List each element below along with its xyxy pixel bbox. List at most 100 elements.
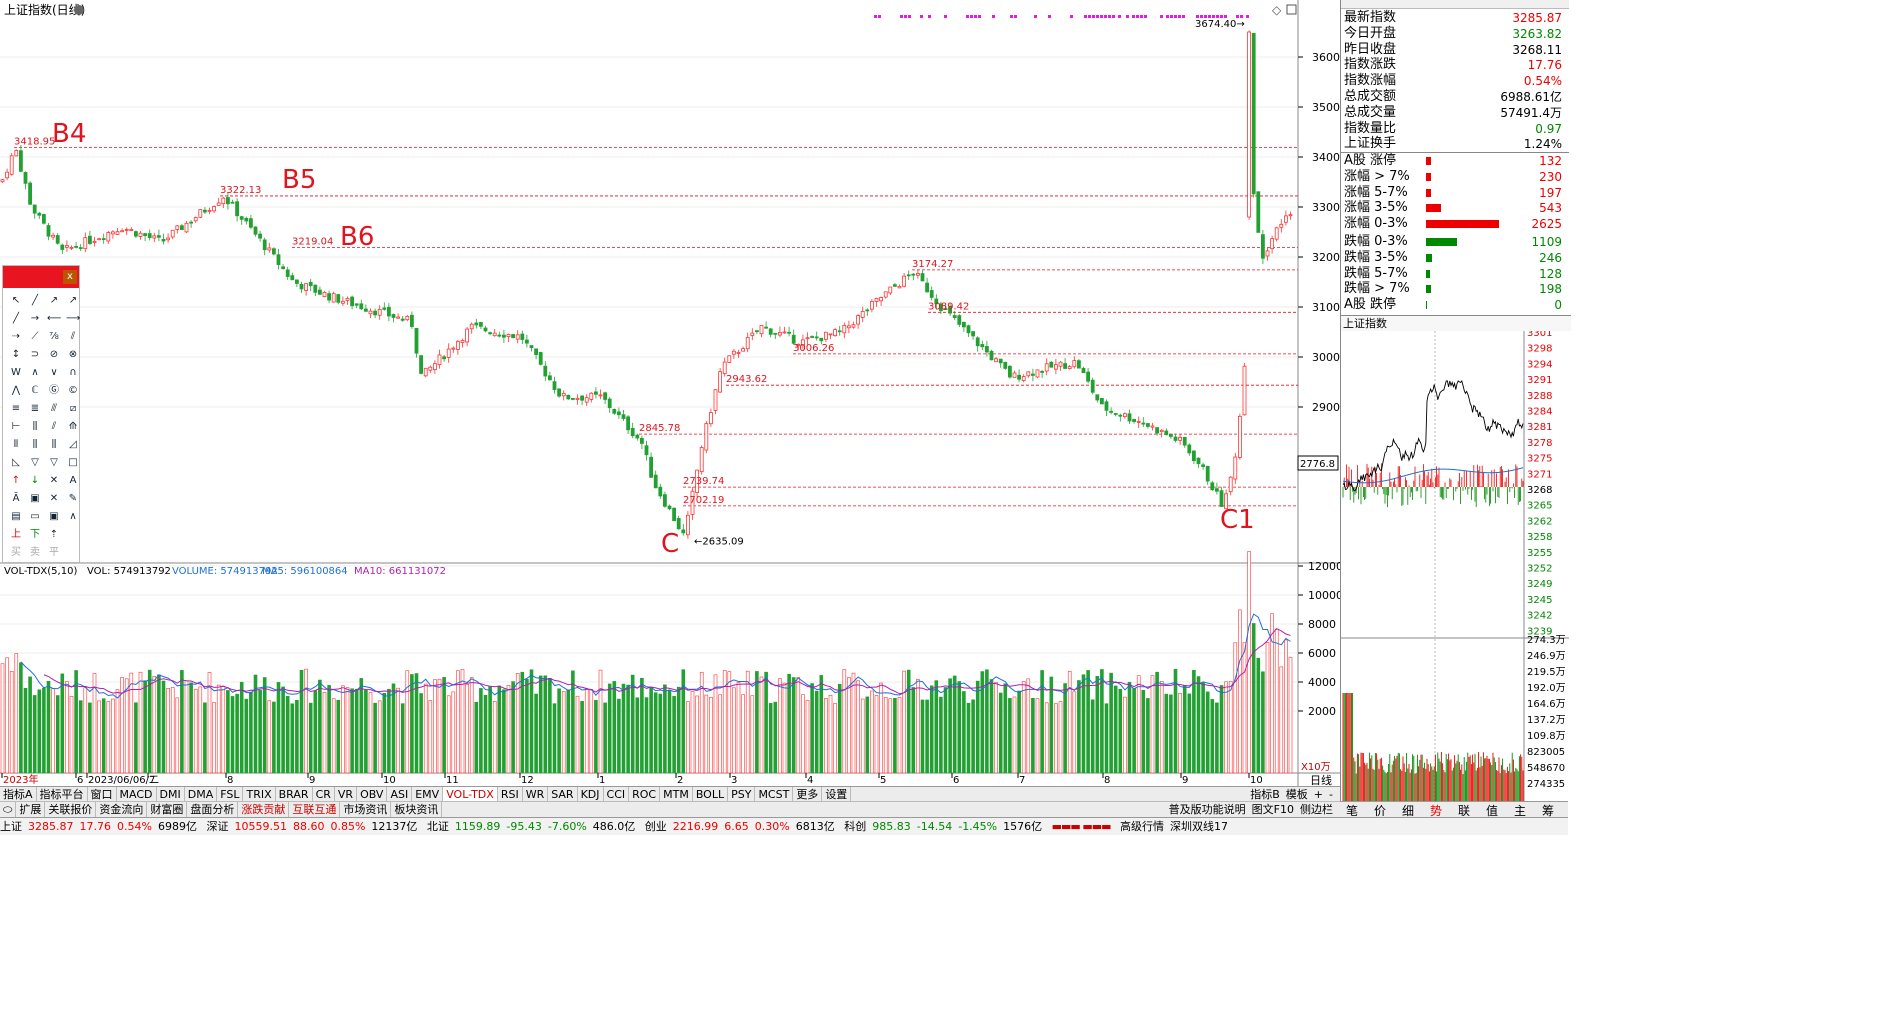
indicator-tab[interactable]: 设置 xyxy=(822,787,852,802)
indicator-tab[interactable]: TRIX xyxy=(243,787,276,802)
indicator-tab[interactable]: WR xyxy=(523,787,549,802)
drawing-tool-icon[interactable]: → xyxy=(30,313,40,324)
indicator-tab[interactable]: MTM xyxy=(660,787,693,802)
drawing-tool-icon[interactable]: ⟰ xyxy=(68,421,78,432)
drawing-tool-icon[interactable]: ⫼ xyxy=(32,421,38,432)
drawing-tool-icon[interactable]: □ xyxy=(68,457,78,468)
side-tab[interactable]: 价 xyxy=(1373,804,1386,818)
drawing-tool-icon[interactable]: ⋀ xyxy=(11,385,21,396)
indicator-tab-right[interactable]: - xyxy=(1329,788,1333,801)
star-label[interactable]: 科创 xyxy=(844,820,867,833)
side-tab[interactable]: 势 xyxy=(1429,804,1442,818)
toolbox-header[interactable]: x xyxy=(3,266,79,288)
drawing-tool-icon[interactable]: ℂ xyxy=(31,385,39,396)
drawing-tool-icon[interactable]: ⧄ xyxy=(69,403,77,414)
beijing-label[interactable]: 北证 xyxy=(426,820,449,833)
side-tab[interactable]: 联 xyxy=(1457,804,1470,818)
drawing-tool-icon[interactable]: ⟵ xyxy=(47,313,62,324)
indicator-tab[interactable]: SAR xyxy=(548,787,578,802)
side-tab[interactable]: 主 xyxy=(1513,804,1526,818)
drawing-tool-icon[interactable]: Ᾱ xyxy=(12,493,20,504)
drawing-tool-icon[interactable]: ⊢ xyxy=(11,421,21,432)
indicator-tab[interactable]: 指标平台 xyxy=(37,787,88,802)
drawing-tool-icon[interactable]: 下 xyxy=(30,529,40,540)
server-label[interactable]: 深圳双线17 xyxy=(1170,820,1228,833)
side-tab[interactable]: 细 xyxy=(1401,804,1414,818)
extension-tab[interactable]: 资金流向 xyxy=(96,802,148,817)
indicator-tab[interactable]: CCI xyxy=(604,787,630,802)
drawing-tool-icon[interactable]: ↗ xyxy=(68,295,78,306)
extension-tab[interactable]: 板块资讯 xyxy=(391,802,443,817)
indicator-tab[interactable]: 指标A xyxy=(0,787,37,802)
extension-tab[interactable]: 市场资讯 xyxy=(340,802,392,817)
indicator-tab[interactable]: BRAR xyxy=(276,787,313,802)
drawing-tool-icon[interactable]: ╱ xyxy=(31,295,39,306)
drawing-tool-icon[interactable]: 买 xyxy=(11,547,21,558)
drawing-tool-icon[interactable]: ↗ xyxy=(49,295,59,306)
drawing-tool-icon[interactable]: ▤ xyxy=(11,511,21,522)
indicator-tab[interactable]: PSY xyxy=(728,787,756,802)
drawing-tool-icon[interactable]: ↑ xyxy=(11,475,21,486)
chart-menu-icon[interactable] xyxy=(74,5,84,15)
drawing-tool-icon[interactable]: A xyxy=(69,475,77,486)
drawing-tool-icon[interactable]: ⇡ xyxy=(49,529,59,540)
drawing-tool-icon[interactable]: ◺ xyxy=(12,457,20,468)
drawing-tool-icon[interactable]: ⅞ xyxy=(49,331,59,342)
indicator-tab[interactable]: BOLL xyxy=(693,787,729,802)
drawing-tool-icon[interactable]: ▽ xyxy=(50,457,58,468)
indicator-tab[interactable]: MCST xyxy=(755,787,794,802)
drawing-tool-icon[interactable]: ⇢ xyxy=(11,331,21,342)
indicator-tab[interactable]: DMI xyxy=(157,787,185,802)
drawing-tool-icon[interactable]: Ⓖ xyxy=(49,385,59,396)
indicator-tab[interactable]: VR xyxy=(335,787,358,802)
drawing-tool-icon[interactable]: ∧ xyxy=(31,367,39,378)
indicator-tab[interactable]: ROC xyxy=(629,787,661,802)
indicator-tab[interactable]: DMA xyxy=(185,787,218,802)
drawing-tool-icon[interactable]: ⫽ xyxy=(51,421,57,432)
drawing-tool-icon[interactable]: ≡ xyxy=(11,403,21,414)
drawing-tool-icon[interactable]: ⟋ xyxy=(31,331,39,342)
indicator-tab[interactable]: VOL-TDX xyxy=(443,787,498,802)
drawing-tool-icon[interactable]: ∧ xyxy=(69,511,77,522)
drawing-tool-icon[interactable]: ↖ xyxy=(11,295,21,306)
extension-tab[interactable]: 涨跌贡献 xyxy=(238,802,290,817)
drawing-tool-icon[interactable]: 上 xyxy=(11,529,21,540)
drawing-tool-icon[interactable]: ⊗ xyxy=(68,349,78,360)
indicator-tab[interactable]: EMV xyxy=(412,787,444,802)
drawing-tool-icon[interactable]: ↕ xyxy=(11,349,21,360)
drawing-tool-icon[interactable]: ⫽ xyxy=(70,331,76,342)
drawing-tool-icon[interactable]: ▣ xyxy=(49,511,59,522)
drawing-tool-icon[interactable]: ✕ xyxy=(49,493,59,504)
chinext-label[interactable]: 创业 xyxy=(644,820,667,833)
extension-tab[interactable]: 关联报价 xyxy=(45,802,97,817)
side-tab[interactable]: 值 xyxy=(1485,804,1498,818)
indicator-tab-right[interactable]: 模板 xyxy=(1285,788,1308,801)
indicator-tab-right[interactable]: 指标B xyxy=(1250,788,1280,801)
shenzhen-label[interactable]: 深证 xyxy=(206,820,229,833)
indicator-tab[interactable]: 窗口 xyxy=(88,787,117,802)
indicator-tab[interactable]: KDJ xyxy=(578,787,604,802)
extension-tab[interactable]: 扩展 xyxy=(16,802,46,817)
drawing-tool-icon[interactable]: ◿ xyxy=(69,439,77,450)
advanced-quotes-link[interactable]: 高级行情 xyxy=(1120,820,1164,833)
period-label[interactable]: 日线 xyxy=(1310,773,1332,786)
toggle-icon[interactable]: ⬭ xyxy=(0,802,17,817)
drawing-tool-icon[interactable] xyxy=(66,546,80,560)
side-tab[interactable]: 筹 xyxy=(1541,804,1554,818)
drawing-tool-icon[interactable]: ⟶ xyxy=(66,313,81,324)
indicator-tab-right[interactable]: + xyxy=(1313,788,1324,801)
drawing-tool-icon[interactable]: ⫼ xyxy=(32,439,38,450)
extension-link[interactable]: 图文F10 xyxy=(1251,803,1294,816)
diamond-icon[interactable]: ◇ xyxy=(1272,3,1282,17)
extension-link[interactable]: 普及版功能说明 xyxy=(1168,803,1246,816)
indicator-tab[interactable]: MACD xyxy=(117,787,157,802)
shanghai-label[interactable]: 上证 xyxy=(0,820,22,833)
side-tab[interactable]: 笔 xyxy=(1345,804,1358,818)
drawing-tool-icon[interactable]: 平 xyxy=(49,547,59,558)
drawing-tool-icon[interactable] xyxy=(66,528,80,542)
indicator-tab[interactable]: CR xyxy=(313,787,335,802)
drawing-tool-icon[interactable]: ╱ xyxy=(12,313,20,324)
indicator-tab[interactable]: 更多 xyxy=(793,787,823,802)
indicator-tab[interactable]: OBV xyxy=(357,787,388,802)
